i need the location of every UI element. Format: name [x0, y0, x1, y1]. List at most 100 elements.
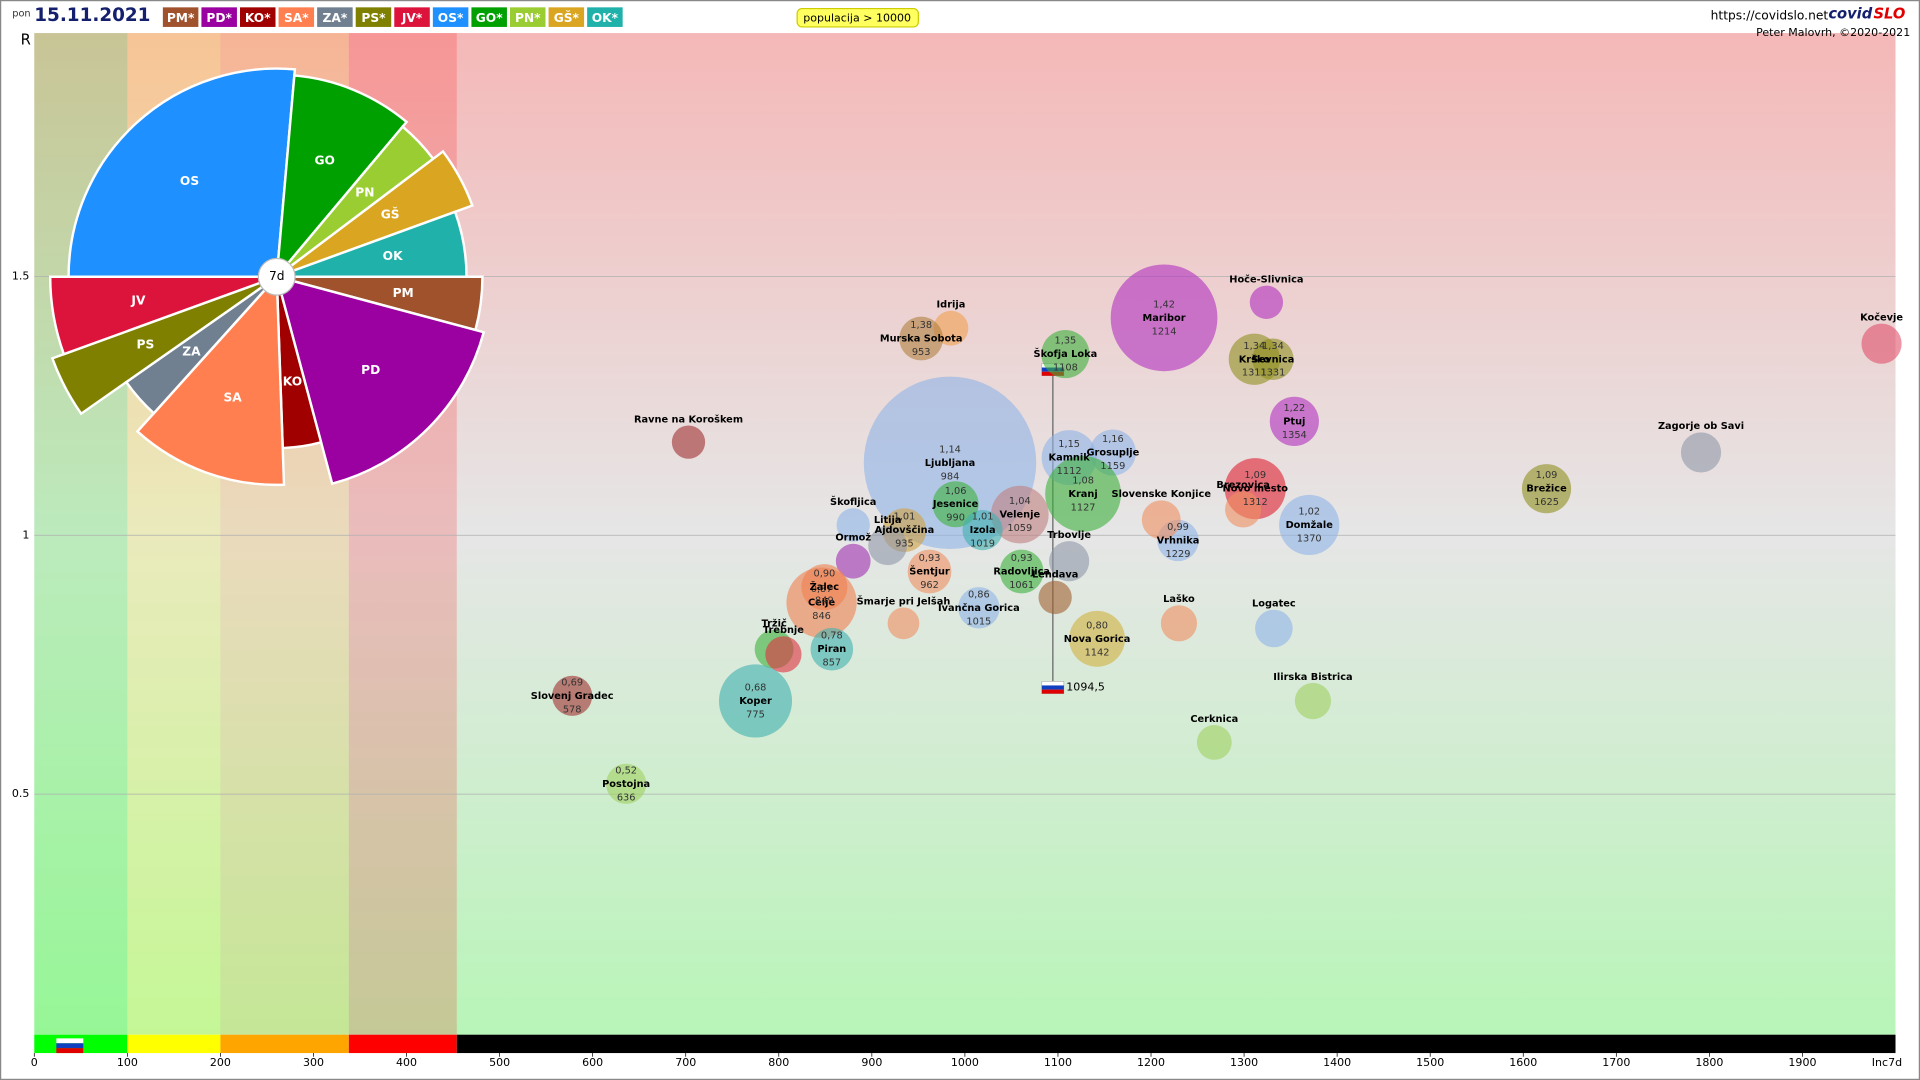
x-tick-label: 1800: [1695, 1056, 1723, 1069]
bubble-name: Laško: [1163, 593, 1195, 605]
bubble-r-label: 1,34: [1262, 341, 1284, 352]
x-tick-label: 300: [303, 1056, 324, 1069]
legend-chip: [471, 7, 507, 27]
x-tick-label: 600: [582, 1056, 603, 1069]
bubble-name: Koper: [739, 696, 772, 707]
bubble: [868, 526, 908, 566]
bubble-r-label: 1,01: [972, 512, 994, 523]
bubble-r-label: 0,78: [821, 631, 843, 642]
bubble: [1049, 541, 1090, 582]
bubble-r-label: 1,38: [910, 320, 932, 331]
x-tick-label: 1700: [1602, 1056, 1630, 1069]
wedge-label: GŠ: [381, 207, 400, 222]
bubble-name: Ajdovščina: [875, 524, 935, 536]
bubble: [1225, 491, 1262, 528]
bubble-name: Kočevje: [1860, 312, 1903, 324]
x-tick-label: 900: [861, 1056, 882, 1069]
bubble: [887, 607, 920, 640]
bubble: [718, 664, 793, 738]
wedge-label: KO: [283, 374, 302, 388]
legend-chip: [240, 7, 276, 27]
flag: [56, 1043, 84, 1049]
bubble: [1038, 580, 1072, 615]
zone-bar: [456, 1034, 1896, 1054]
legend-chip: [548, 7, 585, 27]
bubble-r-label: 0,52: [615, 765, 637, 776]
bubble: [1861, 323, 1902, 364]
bubble-x-label: 1142: [1085, 647, 1110, 658]
legend-chip: [201, 7, 237, 27]
bubble-x-label: 1370: [1297, 533, 1322, 544]
bubble-x-label: 1059: [1007, 523, 1032, 534]
bubble-name: Sevnica: [1252, 354, 1295, 365]
brand-b: SLO: [1873, 6, 1905, 23]
bubble-x-label: 849: [815, 596, 834, 607]
bubble-name: Ravne na Koroškem: [634, 413, 743, 425]
bubble-name: Maribor: [1143, 313, 1186, 324]
bubble-r-label: 1,06: [945, 486, 967, 497]
bubble: [835, 543, 871, 579]
bubble-r-label: 1,01: [894, 512, 916, 523]
bubble: [1279, 494, 1340, 556]
y-tick-label: 0.5: [12, 787, 30, 800]
bubble-name: Brezovica: [1216, 480, 1269, 491]
bubble-r-label: 0,87: [811, 584, 833, 595]
bubble-name: Trbovlje: [1047, 530, 1091, 541]
legend-chip: [587, 7, 623, 27]
wedge-label: JV: [130, 294, 146, 308]
bubble-name: Šentjur: [909, 565, 950, 578]
bubble-name: Ilirska Bistrica: [1273, 672, 1352, 683]
x-axis-title: Inc7d: [1872, 1056, 1902, 1069]
legend-label: PD*: [206, 11, 232, 25]
x-tick-label: 1000: [951, 1056, 979, 1069]
bubble-name: Ormož: [835, 532, 871, 544]
bubble-name: Kamnik: [1049, 453, 1091, 464]
x-tick-label: 200: [210, 1056, 231, 1069]
bubble: [1110, 264, 1218, 372]
pie-center-label: 7d: [269, 269, 285, 283]
bubble-name: Radovljica: [993, 567, 1050, 578]
zone-bar: [348, 1034, 457, 1054]
brand-a: covid: [1828, 6, 1872, 23]
url: https://covidslo.net: [1711, 8, 1829, 22]
wedge-label: ZA: [182, 345, 201, 359]
wedge-label: SA: [223, 391, 242, 405]
x-tick-label: 0: [31, 1056, 38, 1069]
bubble-name: Krško: [1239, 353, 1270, 365]
bubble-r-label: 1,02: [1298, 506, 1320, 517]
flag: [1041, 689, 1064, 694]
wedge-label: OS: [180, 174, 199, 188]
bubble-x-label: 990: [946, 513, 965, 524]
bubble-name: Kranj: [1068, 489, 1097, 500]
wedge-label: GO: [314, 154, 334, 168]
bubble-r-label: 1,15: [1058, 439, 1080, 450]
bubble-name: Slovenj Gradec: [531, 691, 614, 702]
bubble-x-label: 953: [912, 347, 931, 358]
bubble-name: Hoče-Slivnica: [1229, 274, 1303, 286]
legend-chip: [317, 7, 353, 27]
flag: [56, 1038, 84, 1044]
wedge-label: PD: [361, 363, 380, 377]
bubble-name: Logatec: [1252, 599, 1296, 610]
bubble-name: Velenje: [999, 510, 1040, 521]
polar-wedge: [50, 275, 278, 416]
bubble-x-label: 857: [822, 658, 841, 669]
bubble-r-label: 0,80: [1086, 620, 1108, 631]
bubble-x-label: 962: [920, 580, 939, 591]
bubble: [999, 549, 1044, 594]
bubble-name: Grosuplje: [1087, 447, 1140, 458]
bubble: [907, 549, 952, 594]
bubble: [990, 485, 1049, 544]
bubble: [932, 481, 979, 528]
legend-label: PS*: [361, 11, 386, 25]
bubble-name: Murska Sobota: [880, 334, 963, 345]
bubble: [899, 316, 944, 361]
x-tick-label: 1900: [1788, 1056, 1816, 1069]
bubble-name: Idrija: [937, 300, 966, 311]
zone-bar: [220, 1034, 349, 1054]
polar-wedge: [276, 210, 468, 278]
bubble-name: Ptuj: [1283, 416, 1305, 427]
legend-label: OK*: [592, 11, 619, 25]
zone-bar: [127, 1034, 221, 1054]
bubble-r-label: 1,08: [1072, 475, 1094, 486]
